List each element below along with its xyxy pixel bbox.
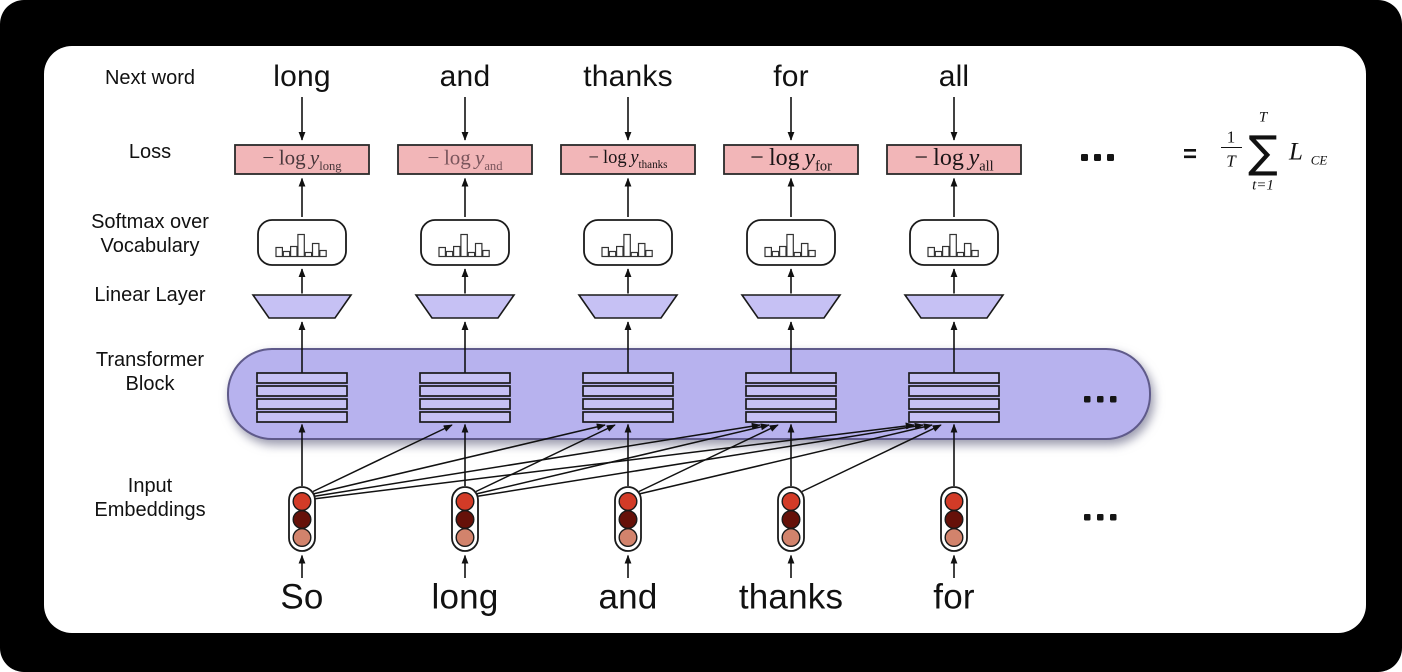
- input-word: for: [933, 577, 975, 617]
- softmax-label-line2: Vocabulary: [100, 235, 200, 257]
- summation-lower-limit: t=1: [1252, 177, 1274, 194]
- fraction-numerator: 1: [1226, 127, 1236, 147]
- summation-upper-limit: T: [1258, 109, 1268, 126]
- fraction-denominator: T: [1226, 151, 1236, 171]
- next-word: and: [439, 60, 491, 93]
- transformer-label-line1: Transformer: [95, 349, 205, 371]
- ellipsis-icon: [1084, 514, 1117, 521]
- next-word: all: [938, 60, 970, 93]
- loss-expression: − log yfor: [750, 144, 832, 175]
- cross-entropy-loss-term: L: [1289, 138, 1303, 166]
- input-word: and: [598, 577, 658, 617]
- ellipsis-icon: [1084, 396, 1117, 403]
- equals-sign: =: [1182, 141, 1198, 168]
- input-word: thanks: [738, 577, 844, 617]
- cross-entropy-loss-subscript: CE: [1310, 152, 1328, 168]
- next-word-label: Next word: [104, 67, 196, 89]
- transformer-label-line2: Block: [125, 373, 175, 395]
- next-word: thanks: [583, 60, 673, 93]
- next-word: for: [773, 60, 809, 93]
- summation-sigma: ∑: [1248, 127, 1278, 178]
- input-word: So: [280, 577, 324, 617]
- transformer-block: [227, 348, 1151, 440]
- loss-label: Loss: [128, 141, 172, 163]
- loss-expression: − log yall: [914, 144, 994, 175]
- input-embeddings-label-line1: Input: [127, 475, 173, 497]
- input-embeddings-label-line2: Embeddings: [94, 499, 206, 521]
- softmax-label-line1: Softmax over: [91, 211, 209, 233]
- input-word: long: [431, 577, 499, 617]
- next-word: long: [273, 60, 331, 93]
- loss-expression: − log ythanks: [588, 148, 668, 171]
- attention-arrows: [312, 422, 942, 500]
- fraction-bar: [1221, 146, 1242, 148]
- figure-panel: [44, 46, 1366, 633]
- loss-expression: − log ylong: [262, 145, 342, 173]
- loss-expression: − log yand: [427, 145, 503, 173]
- linear-layer-label: Linear Layer: [94, 284, 206, 306]
- ellipsis-icon: [1081, 154, 1114, 161]
